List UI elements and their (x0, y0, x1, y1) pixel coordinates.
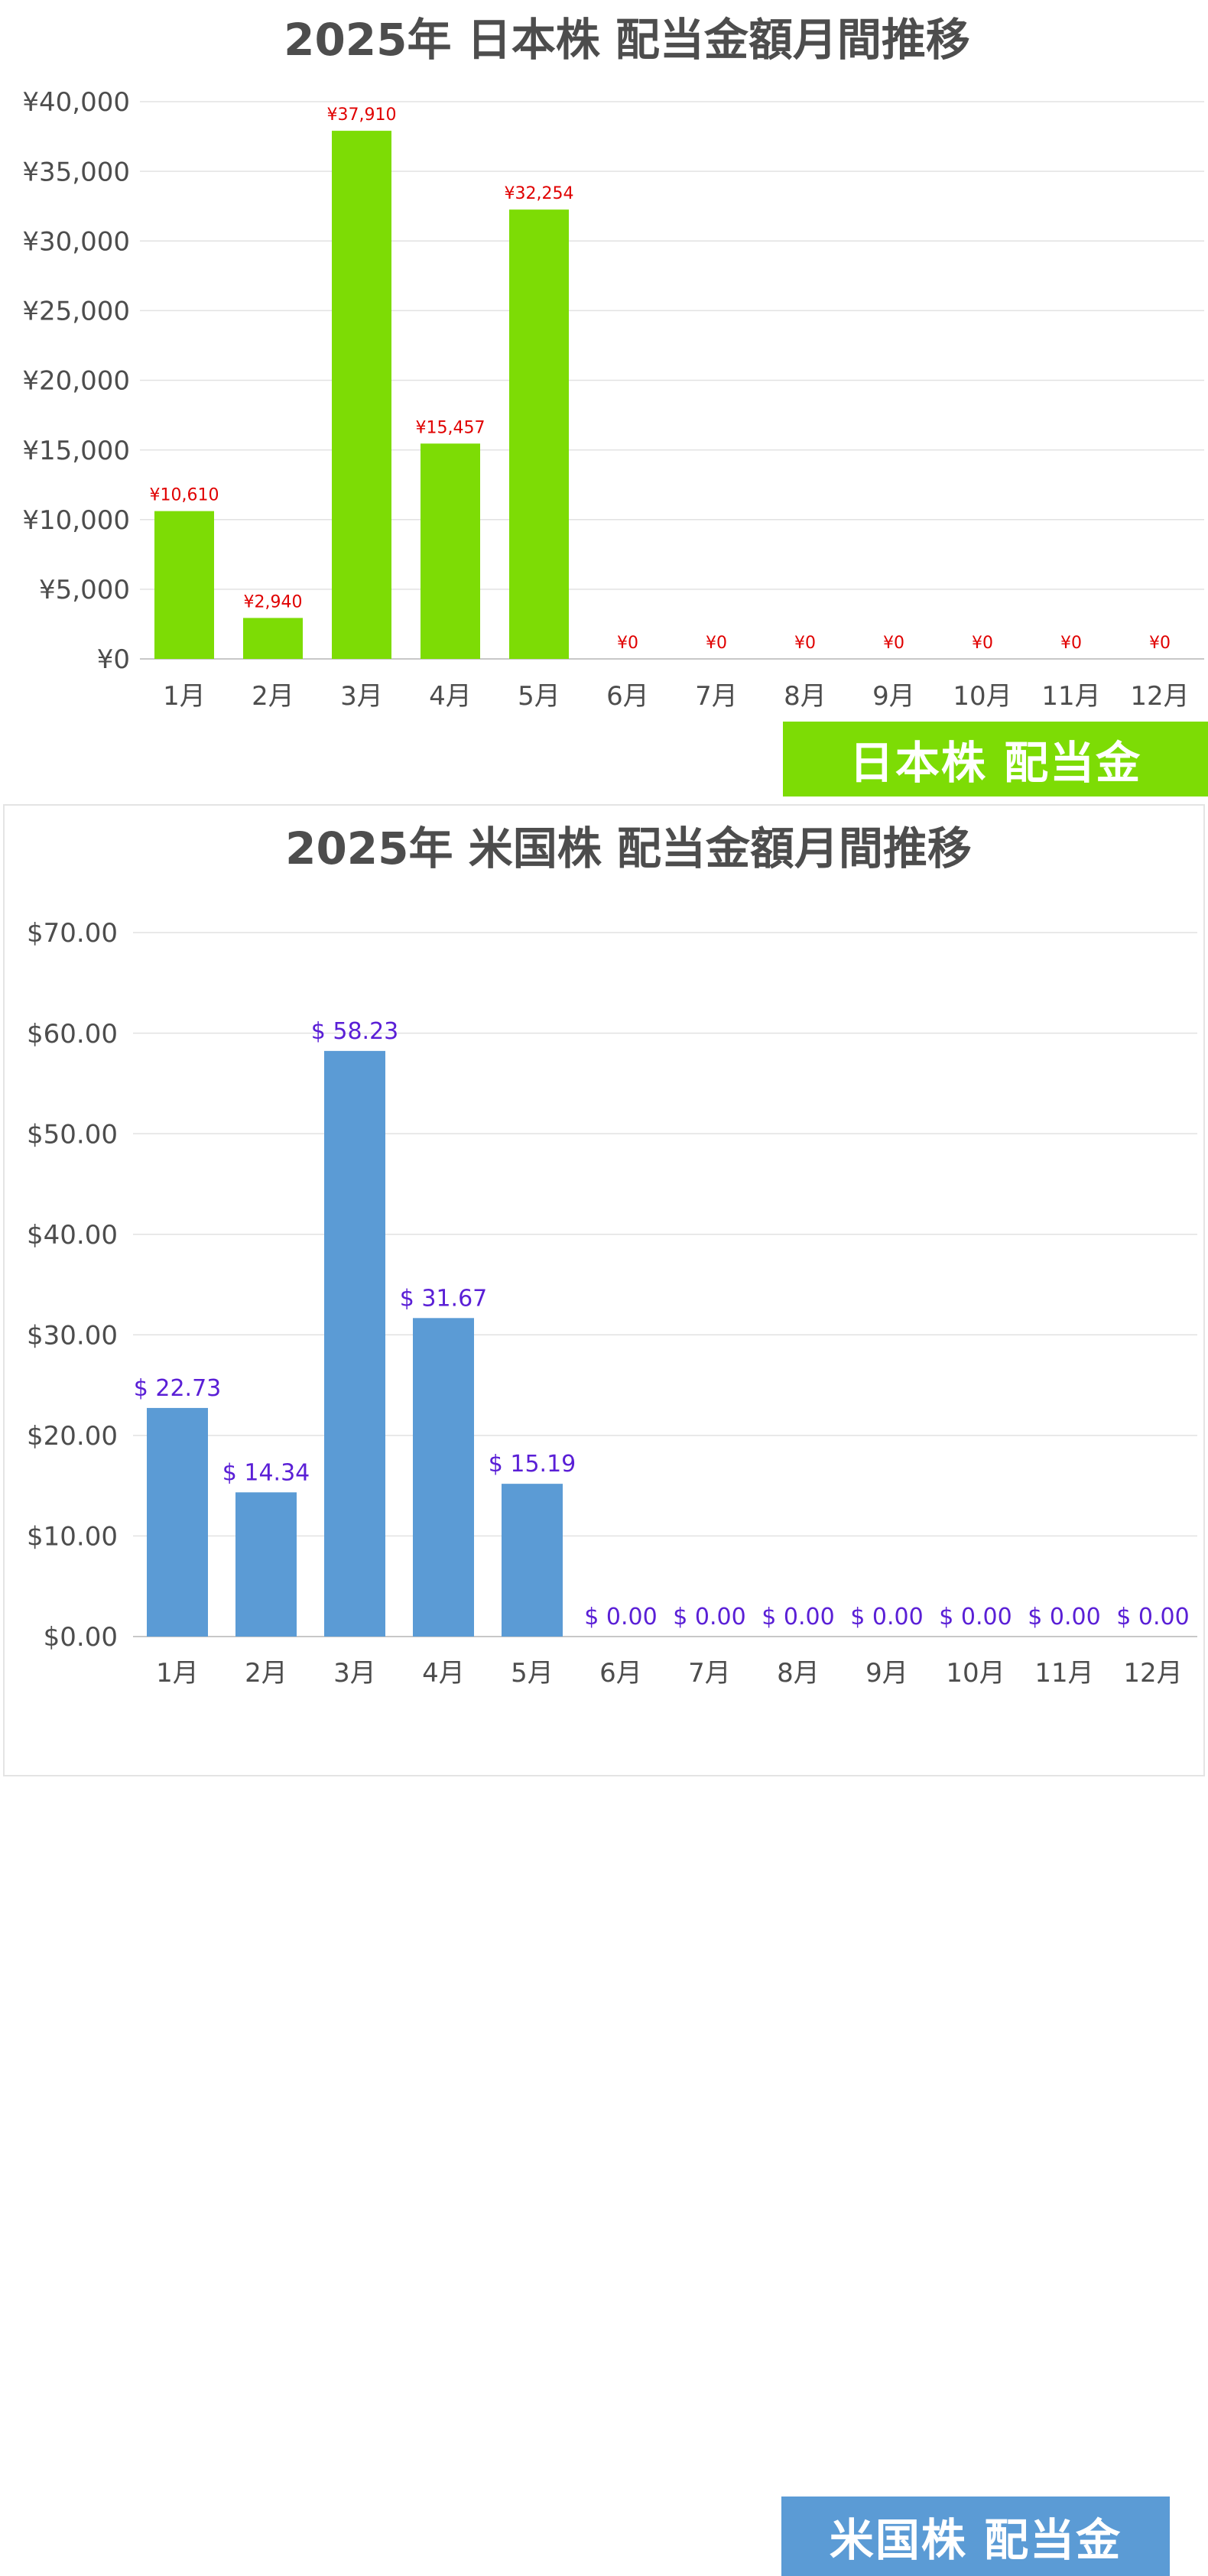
us-bar (147, 1407, 208, 1637)
us-dividend-chart-panel: 2025年 米国株 配当金額月間推移 $0.00 $10.00 $20.00 $30.0… (3, 804, 1205, 2576)
us-data-label: $ 0.00 (850, 1604, 923, 1630)
jp-y-tick-label: ¥15,000 (22, 436, 130, 466)
jp-y-tick-label: ¥0 (97, 644, 130, 675)
jp-y-tick-label: ¥35,000 (22, 157, 130, 187)
jp-data-label: ¥0 (1149, 634, 1171, 653)
jp-x-tick-label: 11月 (1041, 681, 1100, 712)
jp-y-tick-label: ¥30,000 (22, 226, 130, 257)
jp-data-label: ¥2,940 (244, 592, 303, 612)
jp-x-tick-label: 8月 (784, 681, 826, 712)
jp-data-label: ¥0 (706, 634, 727, 653)
us-x-tick-label: 3月 (333, 1658, 376, 1689)
us-x-tick-label: 2月 (245, 1658, 287, 1689)
us-data-label: $ 22.73 (134, 1375, 222, 1402)
us-y-tick-label: $30.00 (27, 1321, 118, 1351)
us-y-tick-label: $40.00 (27, 1220, 118, 1251)
us-data-label: $ 0.00 (584, 1604, 657, 1630)
jp-data-label: ¥10,610 (150, 486, 219, 505)
us-data-label: $ 0.00 (761, 1604, 834, 1630)
us-x-tick-label: 4月 (422, 1658, 465, 1689)
jp-bar (421, 443, 480, 659)
jp-x-tick-label: 1月 (163, 681, 206, 712)
jp-bar (332, 131, 391, 659)
us-y-tick-label: $70.00 (27, 918, 118, 949)
jp-bar (243, 618, 303, 659)
jp-y-tick-label: ¥25,000 (22, 297, 130, 327)
jp-x-tick-label: 4月 (429, 681, 472, 712)
us-dividend-badge: 米国株 配当金 (781, 2497, 1170, 2576)
jp-bar (154, 511, 214, 659)
jp-y-tick-label: ¥40,000 (22, 87, 130, 118)
jp-data-label: ¥0 (972, 634, 993, 653)
us-x-tick-label: 9月 (865, 1658, 908, 1689)
us-x-tick-label: 6月 (599, 1658, 642, 1689)
us-y-tick-label: $10.00 (27, 1522, 118, 1552)
jp-dividend-chart-panel: 2025年 日本株 配当金額月間推移 ¥0 ¥5,000 ¥10,000 ¥15,000… (0, 0, 1208, 798)
us-y-tick-label: $50.00 (27, 1119, 118, 1150)
jp-dividend-chart: 2025年 日本株 配当金額月間推移 ¥0 ¥5,000 ¥10,000 ¥15,000… (22, 14, 1204, 712)
jp-chart-title: 2025年 日本株 配当金額月間推移 (284, 14, 970, 66)
jp-y-tick-label: ¥10,000 (22, 505, 130, 536)
jp-x-tick-label: 12月 (1130, 681, 1189, 712)
us-data-label: $ 0.00 (1116, 1604, 1189, 1630)
us-bar (235, 1492, 297, 1637)
us-x-tick-label: 1月 (156, 1658, 199, 1689)
jp-data-label: ¥0 (794, 634, 816, 653)
jp-data-label: ¥15,457 (416, 418, 485, 437)
jp-data-label: ¥0 (883, 634, 904, 653)
us-y-tick-label: $20.00 (27, 1421, 118, 1452)
us-chart-title: 2025年 米国株 配当金額月間推移 (285, 822, 972, 874)
jp-x-tick-label: 6月 (606, 681, 649, 712)
jp-x-tick-label: 5月 (518, 681, 560, 712)
jp-x-tick-label: 3月 (340, 681, 383, 712)
jp-x-tick-label: 9月 (872, 681, 915, 712)
jp-data-label: ¥0 (1060, 634, 1082, 653)
us-data-label: $ 31.67 (400, 1285, 488, 1312)
jp-y-tick-label: ¥5,000 (39, 575, 130, 605)
us-bar (502, 1484, 563, 1637)
jp-y-tick-label: ¥20,000 (22, 366, 130, 397)
us-x-tick-label: 10月 (946, 1658, 1005, 1689)
us-data-label: $ 0.00 (673, 1604, 745, 1630)
us-x-tick-label: 5月 (511, 1658, 554, 1689)
jp-x-tick-label: 10月 (953, 681, 1012, 712)
us-data-label: $ 58.23 (311, 1018, 399, 1045)
us-y-tick-label: $60.00 (27, 1019, 118, 1050)
us-x-tick-label: 12月 (1123, 1658, 1182, 1689)
us-x-tick-label: 11月 (1034, 1658, 1093, 1689)
us-data-label: $ 15.19 (489, 1451, 576, 1478)
jp-x-tick-label: 2月 (252, 681, 294, 712)
jp-bar (509, 209, 569, 659)
us-data-label: $ 14.34 (222, 1459, 310, 1486)
us-bar (413, 1318, 474, 1637)
us-bar (324, 1050, 385, 1637)
us-data-label: $ 0.00 (939, 1604, 1012, 1630)
jp-x-tick-label: 7月 (695, 681, 738, 712)
jp-data-label: ¥32,254 (505, 184, 574, 203)
jp-data-label: ¥0 (617, 634, 638, 653)
us-y-tick-label: $0.00 (44, 1622, 118, 1653)
us-dividend-chart: 2025年 米国株 配当金額月間推移 $0.00 $10.00 $20.00 $30.0… (27, 822, 1197, 1689)
jp-dividend-badge: 日本株 配当金 (783, 722, 1208, 796)
us-x-tick-label: 8月 (777, 1658, 820, 1689)
us-x-tick-label: 7月 (688, 1658, 731, 1689)
jp-data-label: ¥37,910 (327, 105, 397, 125)
us-data-label: $ 0.00 (1028, 1604, 1100, 1630)
